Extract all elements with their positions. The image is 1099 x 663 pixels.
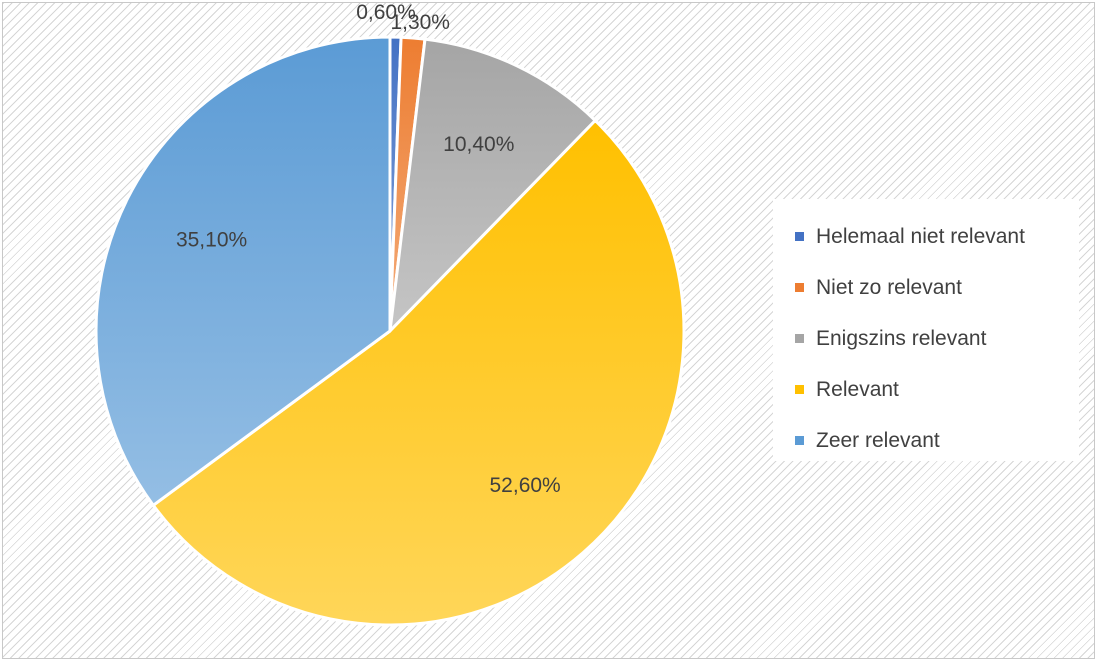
pie-slice-zeer-relevant — [94, 35, 392, 507]
legend-item-enigszins-relevant: Enigszins relevant — [773, 313, 1079, 364]
legend-label: Zeer relevant — [816, 428, 940, 452]
legend-swatch — [795, 283, 804, 292]
pie-slice-relevant — [151, 119, 686, 627]
data-label-enigszins-relevant: 10,40% — [443, 133, 514, 156]
legend-item-relevant: Relevant — [773, 364, 1079, 415]
legend-label: Niet zo relevant — [816, 275, 962, 299]
legend-label: Relevant — [816, 377, 899, 401]
data-label-zeer-relevant: 35,10% — [176, 228, 247, 251]
legend-swatch — [795, 232, 804, 241]
pie-chart: 0,60%1,30% 10,40% 52,60% 35,10% — [94, 3, 686, 627]
legend: Helemaal niet relevant Niet zo relevant … — [773, 199, 1079, 461]
data-label-niet-zo-relevant: 1,30% — [390, 11, 450, 34]
legend-item-niet-zo-relevant: Niet zo relevant — [773, 262, 1079, 313]
legend-swatch — [795, 385, 804, 394]
legend-item-helemaal-niet-relevant: Helemaal niet relevant — [773, 211, 1079, 262]
legend-swatch — [795, 436, 804, 445]
legend-label: Enigszins relevant — [816, 326, 987, 350]
legend-item-zeer-relevant: Zeer relevant — [773, 415, 1079, 466]
data-label-helemaal-niet-relevant: 0,60% — [356, 3, 416, 24]
data-label-relevant: 52,60% — [490, 474, 561, 497]
pie-slice-enigszins-relevant — [388, 37, 597, 333]
legend-swatch — [795, 334, 804, 343]
legend-label: Helemaal niet relevant — [816, 224, 1025, 248]
